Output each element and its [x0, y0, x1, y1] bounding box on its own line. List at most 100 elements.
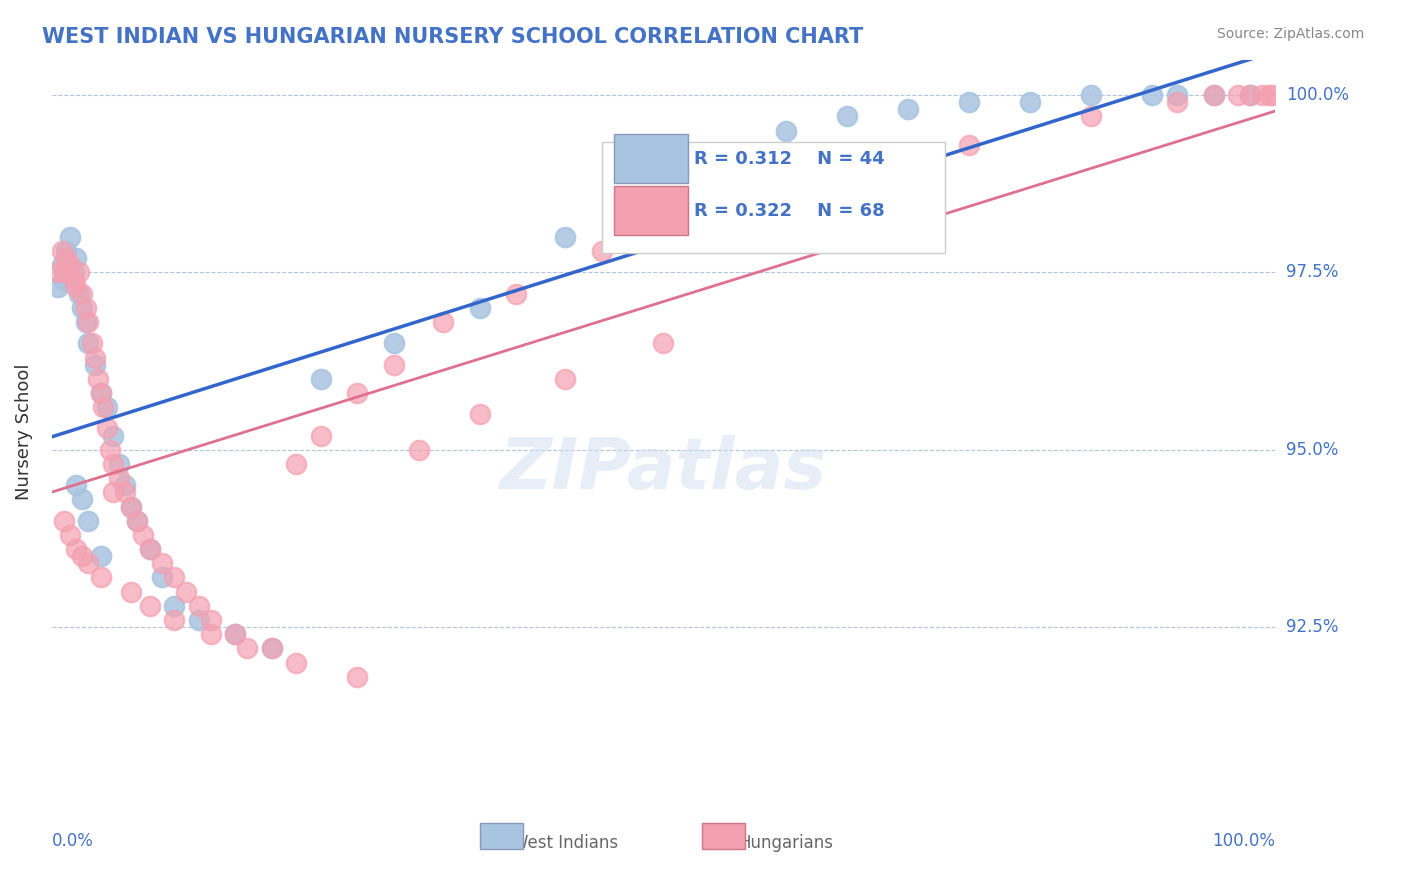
FancyBboxPatch shape [602, 142, 945, 253]
Point [200, 613, 222, 627]
Point [835, 159, 858, 173]
Point [163, 613, 186, 627]
Point [957, 95, 980, 110]
Point [432, 315, 454, 329]
Point [72, 492, 94, 507]
Point [775, 123, 797, 137]
Point [62, 272, 84, 286]
Point [127, 514, 149, 528]
Point [120, 500, 142, 514]
Point [1239, 88, 1261, 103]
Point [1251, 88, 1274, 103]
Point [187, 613, 209, 627]
Point [174, 584, 197, 599]
Point [53, 265, 76, 279]
Point [77, 556, 100, 570]
Point [46, 265, 69, 279]
Point [1239, 88, 1261, 103]
Point [382, 358, 405, 372]
Point [835, 109, 858, 123]
Text: 100.0%: 100.0% [1286, 86, 1348, 104]
Point [957, 137, 980, 152]
Text: Source: ZipAtlas.com: Source: ZipAtlas.com [1216, 27, 1364, 41]
Point [75, 301, 97, 315]
Point [72, 286, 94, 301]
Point [285, 457, 308, 471]
Point [260, 641, 283, 656]
Point [1261, 88, 1284, 103]
Text: R = 0.322    N = 68: R = 0.322 N = 68 [693, 202, 884, 219]
Point [1166, 95, 1188, 110]
Point [138, 542, 160, 557]
Point [468, 301, 491, 315]
Point [224, 627, 246, 641]
Point [67, 265, 90, 279]
Point [83, 358, 105, 372]
Point [59, 230, 82, 244]
Point [652, 159, 675, 173]
Point [382, 336, 405, 351]
Point [51, 244, 73, 259]
Text: Hungarians: Hungarians [738, 834, 832, 852]
Text: 95.0%: 95.0% [1286, 441, 1339, 458]
Point [67, 286, 90, 301]
Point [1202, 88, 1225, 103]
Point [77, 514, 100, 528]
Point [114, 478, 136, 492]
Point [65, 279, 87, 293]
Point [309, 372, 332, 386]
Point [187, 599, 209, 613]
Point [77, 336, 100, 351]
Point [163, 599, 186, 613]
Point [65, 478, 87, 492]
Point [1257, 88, 1279, 103]
Point [132, 528, 155, 542]
Point [1227, 88, 1250, 103]
Point [114, 485, 136, 500]
Point [87, 372, 110, 386]
Y-axis label: Nursery School: Nursery School [15, 364, 32, 500]
Point [108, 457, 131, 471]
Point [346, 386, 368, 401]
Point [652, 336, 675, 351]
Point [200, 627, 222, 641]
Point [713, 194, 735, 209]
Point [77, 315, 100, 329]
Point [59, 258, 82, 272]
Point [285, 656, 308, 670]
Point [897, 102, 920, 116]
Point [83, 351, 105, 365]
Point [1202, 88, 1225, 103]
Point [163, 570, 186, 584]
Text: WEST INDIAN VS HUNGARIAN NURSERY SCHOOL CORRELATION CHART: WEST INDIAN VS HUNGARIAN NURSERY SCHOOL … [42, 27, 863, 46]
Point [90, 570, 112, 584]
Point [554, 230, 576, 244]
Point [101, 485, 124, 500]
Point [1019, 95, 1042, 110]
Point [96, 421, 118, 435]
Point [468, 407, 491, 421]
Point [90, 386, 112, 401]
Point [72, 549, 94, 564]
Point [46, 279, 69, 293]
Point [59, 528, 82, 542]
Point [101, 457, 124, 471]
Point [554, 372, 576, 386]
Point [120, 584, 142, 599]
Text: 92.5%: 92.5% [1286, 618, 1339, 636]
Point [65, 542, 87, 557]
Point [150, 556, 173, 570]
Point [120, 500, 142, 514]
Point [1080, 88, 1102, 103]
Point [75, 315, 97, 329]
Text: 100.0%: 100.0% [1212, 832, 1275, 850]
Point [55, 244, 77, 259]
Point [150, 570, 173, 584]
Point [72, 301, 94, 315]
Point [101, 428, 124, 442]
Point [108, 471, 131, 485]
Text: 0.0%: 0.0% [52, 832, 94, 850]
Point [1166, 88, 1188, 103]
Point [1142, 88, 1164, 103]
Point [260, 641, 283, 656]
